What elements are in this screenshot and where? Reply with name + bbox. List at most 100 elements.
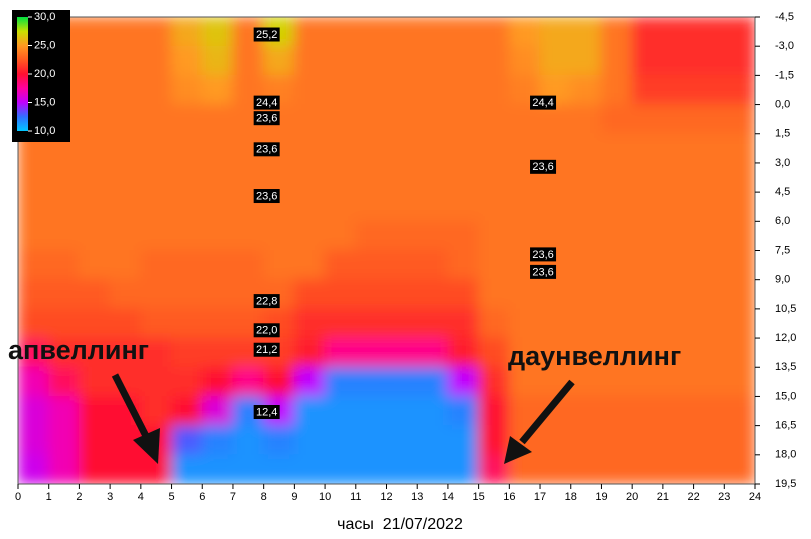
- heat-cell: [263, 162, 295, 193]
- heat-cell: [662, 191, 695, 222]
- heat-cell: [570, 191, 602, 222]
- heat-cell: [140, 308, 173, 339]
- heat-cell: [416, 104, 449, 135]
- heat-cell: [600, 337, 633, 368]
- heat-cell: [723, 220, 755, 251]
- heat-cell: [416, 395, 449, 427]
- heat-cell: [662, 279, 695, 310]
- point-label: 23,6: [532, 266, 553, 278]
- heatmap: [18, 17, 755, 484]
- x-tick-label: 18: [565, 491, 577, 503]
- heat-cell: [478, 308, 510, 339]
- x-tick-label: 3: [107, 491, 113, 503]
- heat-cell: [447, 104, 480, 135]
- heat-cell: [539, 191, 572, 222]
- heat-cell: [693, 17, 725, 47]
- heat-cell: [570, 454, 602, 484]
- point-label-box: [253, 142, 280, 157]
- heat-cell: [662, 104, 695, 135]
- x-tick-label: 1: [46, 491, 52, 503]
- heat-cell: [48, 162, 80, 193]
- heat-cell: [508, 191, 541, 222]
- heat-cell: [171, 308, 203, 339]
- heat-cell: [324, 45, 357, 76]
- heat-cell: [18, 220, 50, 251]
- heat-cell: [416, 279, 449, 310]
- heat-cell: [631, 45, 664, 76]
- heat-cell: [171, 74, 203, 106]
- heat-cell: [447, 17, 480, 47]
- heat-cell: [570, 45, 602, 76]
- x-tick-label: 5: [168, 491, 174, 503]
- y-tick-label: 13,5: [775, 361, 796, 373]
- heat-cell: [478, 45, 510, 76]
- point-label-box: [530, 264, 557, 279]
- heat-cell: [600, 279, 633, 310]
- heat-cell: [324, 395, 357, 427]
- heat-cell: [539, 279, 572, 310]
- heat-cell: [447, 162, 480, 193]
- heat-cell: [386, 45, 418, 76]
- heat-cell: [293, 104, 326, 135]
- heat-cell: [293, 337, 326, 368]
- heat-cell: [416, 220, 449, 251]
- heat-cell: [355, 45, 387, 76]
- heat-cell: [171, 395, 203, 427]
- heat-cell: [631, 366, 664, 397]
- heat-cell: [600, 17, 633, 47]
- x-tick-label: 9: [291, 491, 297, 503]
- heat-cell: [631, 454, 664, 484]
- heat-cell: [140, 191, 173, 222]
- heat-cell: [386, 279, 418, 310]
- heat-cell: [600, 45, 633, 76]
- heat-cell: [109, 104, 142, 135]
- heat-cell: [693, 366, 725, 397]
- heat-cell: [324, 162, 357, 193]
- heat-cell: [693, 279, 725, 310]
- heat-cell: [78, 162, 111, 193]
- heat-cell: [662, 337, 695, 368]
- heat-cell: [201, 133, 234, 164]
- heat-cell: [693, 337, 725, 368]
- heat-cell: [140, 133, 173, 164]
- heat-cell: [355, 279, 387, 310]
- point-label-box: [253, 294, 280, 309]
- heat-cell: [293, 17, 326, 47]
- heat-cell: [355, 308, 387, 339]
- heat-cell: [171, 133, 203, 164]
- heat-cell: [201, 366, 234, 397]
- heat-cell: [723, 191, 755, 222]
- heat-cell: [478, 454, 510, 484]
- heat-cell: [386, 337, 418, 368]
- heat-cell: [416, 454, 449, 484]
- heat-cell: [48, 366, 80, 397]
- x-tick-label: 20: [626, 491, 638, 503]
- heat-cell: [386, 17, 418, 47]
- heat-cell: [693, 454, 725, 484]
- heat-cell: [723, 366, 755, 397]
- heat-cell: [171, 220, 203, 251]
- point-label-box: [530, 247, 557, 262]
- heat-cell: [171, 17, 203, 47]
- x-tick-label: 13: [411, 491, 423, 503]
- heat-cell: [48, 191, 80, 222]
- heat-cell: [600, 162, 633, 193]
- heat-cell: [570, 133, 602, 164]
- heat-cell: [232, 162, 265, 193]
- heat-cell: [693, 133, 725, 164]
- heat-cell: [201, 308, 234, 339]
- heat-cell: [232, 45, 265, 76]
- heat-cell: [140, 250, 173, 281]
- heat-cell: [263, 425, 295, 456]
- y-tick-label: 18,0: [775, 449, 796, 461]
- heat-cell: [478, 191, 510, 222]
- heat-cell: [48, 425, 80, 456]
- heat-cell: [48, 395, 80, 427]
- heat-cell: [723, 45, 755, 76]
- heat-cell: [693, 74, 725, 106]
- heat-cell: [232, 425, 265, 456]
- heat-cell: [693, 104, 725, 135]
- heat-cell: [662, 45, 695, 76]
- heat-cell: [693, 308, 725, 339]
- heat-cell: [693, 425, 725, 456]
